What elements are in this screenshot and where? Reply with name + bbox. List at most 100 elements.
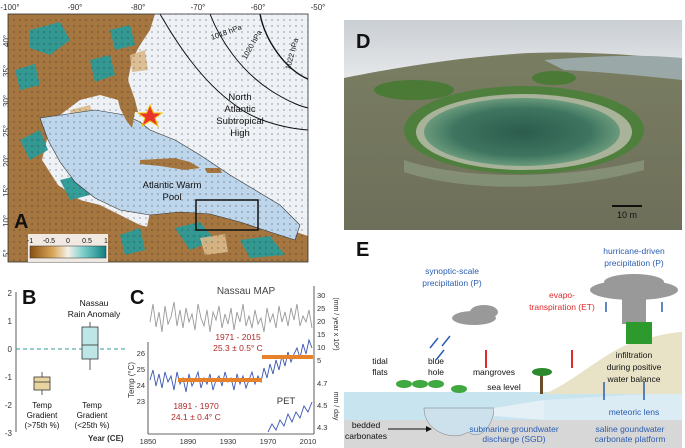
lon-tick: -50° (311, 3, 326, 12)
synoptic-label: synoptic-scale (425, 266, 479, 276)
right-top-tick: 10 (317, 343, 325, 352)
colorbar-tick: 0.5 (82, 238, 92, 245)
hurricane-label: precipitation (P) (604, 258, 664, 268)
infiltration-label: water balance (607, 374, 661, 384)
panel-a-map: -100° -90° -80° -70° -60° -50° 40° 35° 3… (0, 0, 340, 268)
box-label: Gradient (77, 411, 108, 420)
lat-tick: 10° (2, 215, 11, 227)
box-label: Gradient (27, 411, 58, 420)
lat-tick: 35° (2, 65, 11, 77)
xtick: 1930 (220, 437, 237, 446)
ytick: 1 (8, 317, 13, 326)
distant-water (544, 55, 682, 80)
xtick: 1970 (260, 437, 277, 446)
panel-e-schematic: E hu (344, 232, 682, 448)
mangroves-label: mangroves (473, 367, 515, 377)
right-top-tick: 20 (317, 317, 325, 326)
mangrove-cluster (374, 80, 454, 100)
xtick: 1850 (140, 437, 157, 446)
colorbar-tick: -0.5 (43, 238, 55, 245)
lat-tick: 20° (2, 155, 11, 167)
lat-tick: 5° (2, 249, 11, 257)
right-top-tick: 5 (317, 356, 321, 365)
ytick: 0 (8, 345, 13, 354)
blue-hole-water (424, 98, 620, 166)
lon-tick: -60° (251, 3, 266, 12)
evapo-label: evapo- (549, 290, 575, 300)
nassau-star-icon (136, 103, 164, 128)
left-tick: 23 (137, 397, 145, 406)
ytick: -1 (5, 373, 13, 382)
sky (344, 20, 682, 78)
pool-label: Atlantic Warm (143, 180, 202, 191)
right-bottom-tick: 4.7 (317, 379, 327, 388)
study-region-box (195, 199, 259, 231)
panel-c-letter: C (130, 287, 144, 309)
panel-e-letter: E (356, 239, 369, 261)
tidal-label: tidal (372, 356, 388, 366)
right-bottom-tick: 4.3 (317, 423, 327, 432)
box-low-gradient (81, 326, 99, 360)
panel-c-timeseries: C Nassau MAP 1971 - 2015 25.3 ± 0.5° C 1… (88, 282, 342, 448)
sgd-flow (494, 400, 544, 420)
ytick: -2 (5, 401, 13, 410)
lat-tick: 15° (2, 185, 11, 197)
xtick: 1890 (180, 437, 197, 446)
saline-label: carbonate platform (595, 434, 666, 444)
high-label: North (228, 92, 251, 103)
box-label: (>75th %) (25, 421, 60, 430)
infiltration-label: during positive (607, 362, 662, 372)
box-label: Temp (82, 401, 102, 410)
bedded-label: bedded (352, 420, 381, 430)
colorbar (29, 245, 107, 259)
colorbar-tick: 0 (66, 238, 70, 245)
mangrove-trees-icon (396, 380, 467, 393)
period1-label: 1971 - 2015 (215, 332, 261, 342)
panel-b-title: Nassau (80, 298, 109, 308)
right-bottom-axis-label: mm / day (332, 392, 339, 421)
lat-tick: 30° (2, 95, 11, 107)
colorbar-tick: -1 (27, 238, 33, 245)
saline-label: saline goundwater (596, 424, 665, 434)
pool-label: Pool (162, 192, 181, 203)
map-title: Nassau MAP (217, 286, 276, 297)
high-label: Subtropical (216, 116, 264, 127)
isobar-1018 (159, 14, 308, 131)
box-label: Temp (32, 401, 52, 410)
period1-value: 25.3 ± 0.5° C (213, 343, 263, 353)
x-axis-label: Year (CE) (88, 434, 124, 443)
sgd-label: discharge (SGD) (482, 434, 545, 444)
left-tick: 26 (137, 349, 145, 358)
meteoric-label: meteoric lens (609, 407, 660, 417)
isobar-1022 (259, 14, 308, 80)
right-top-tick: 25 (317, 304, 325, 313)
sgd-label: submarine groundwater (469, 424, 558, 434)
lat-tick: 40° (2, 35, 11, 47)
synoptic-label: precipitation (P) (422, 278, 482, 288)
isobar-1020 (209, 14, 308, 109)
hurricane-cloud-icon (590, 274, 678, 324)
right-bottom-tick: 4.5 (317, 401, 327, 410)
sea-level-label: sea level (487, 382, 521, 392)
box-high-gradient (33, 376, 51, 391)
blue-hole-label: hole (428, 367, 444, 377)
pet-label: PET (277, 396, 296, 407)
tidal-label: flats (372, 367, 388, 377)
panel-d-letter: D (356, 31, 370, 53)
lat-tick: 25° (2, 125, 11, 137)
panel-b-boxplot: B Nassau Rain Anomaly 2 1 0 -1 -2 -3 Tem… (0, 282, 130, 448)
right-top-tick: 30 (317, 291, 325, 300)
period2-label: 1891 - 1970 (173, 401, 219, 411)
pet-series (267, 401, 313, 433)
blue-hole-cavity (423, 407, 495, 437)
rain-arrow (435, 349, 445, 361)
blue-hole-label: blue (428, 356, 444, 366)
high-label: Atlantic (224, 104, 255, 115)
xtick: 2010 (300, 437, 317, 446)
map-series (149, 301, 313, 333)
bedded-label: carbonates (345, 431, 387, 441)
panel-b-letter: B (22, 287, 36, 309)
carbonate-platform (344, 420, 682, 448)
panel-a-letter: A (14, 211, 28, 233)
synoptic-cloud-icon (452, 305, 498, 325)
